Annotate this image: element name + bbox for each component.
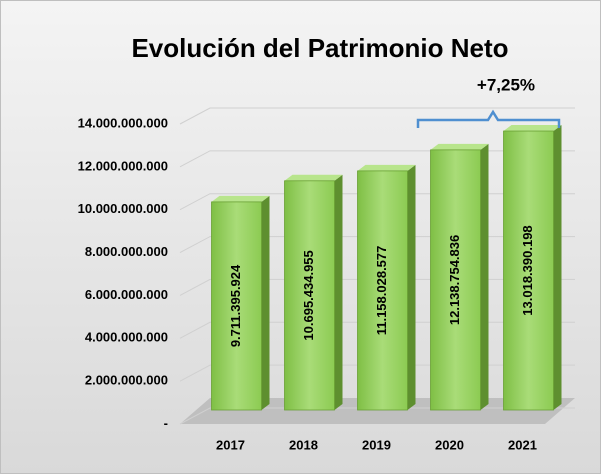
bar-group: 13.018.390.198: [503, 125, 562, 411]
x-tick-label: 2018: [289, 437, 318, 452]
bar: [430, 149, 481, 411]
y-tick-label: 2.000.000.000: [85, 373, 168, 388]
bar-group: 10.695.434.955: [284, 174, 343, 411]
bar-group: 9.711.395.924: [211, 195, 270, 411]
bar-side: [407, 164, 416, 410]
y-tick-label: -: [164, 415, 168, 430]
bar-top: [357, 164, 416, 171]
chart-title: Evolución del Patrimonio Neto: [131, 33, 508, 63]
bar-side: [553, 125, 562, 411]
y-tick-label: 14.000.000.000: [78, 115, 168, 130]
x-tick-label: 2017: [216, 437, 245, 452]
x-tick-label: 2021: [508, 437, 537, 452]
bar-side: [261, 195, 270, 410]
x-tick-label: 2020: [435, 437, 464, 452]
bar: [284, 180, 335, 411]
value-label: 13.018.390.198: [520, 225, 535, 315]
value-label: 10.695.434.955: [301, 250, 316, 340]
value-label: 11.158.028.577: [374, 246, 389, 336]
bar-group: 11.158.028.577: [357, 164, 416, 411]
bar: [357, 170, 408, 411]
y-tick-label: 4.000.000.000: [85, 330, 168, 345]
bracket: [416, 109, 561, 128]
bar-group: 12.138.754.836: [430, 143, 489, 411]
grid-line: [179, 107, 575, 125]
bar: [503, 130, 554, 411]
value-label: 12.138.754.836: [447, 235, 462, 325]
y-tick-label: 8.000.000.000: [85, 244, 168, 259]
y-tick-label: 6.000.000.000: [85, 287, 168, 302]
y-tick-label: 12.000.000.000: [78, 158, 168, 173]
bar: [211, 201, 262, 411]
bar-top: [284, 174, 343, 181]
x-tick-label: 2019: [362, 437, 391, 452]
value-label: 9.711.395.924: [228, 264, 243, 347]
bar-side: [480, 143, 489, 410]
bar-side: [334, 174, 343, 410]
bar-top: [430, 143, 489, 150]
bar-top: [211, 195, 270, 202]
annotation: +7,25%: [477, 75, 535, 94]
y-tick-label: 10.000.000.000: [78, 201, 168, 216]
bar-top: [503, 125, 562, 132]
